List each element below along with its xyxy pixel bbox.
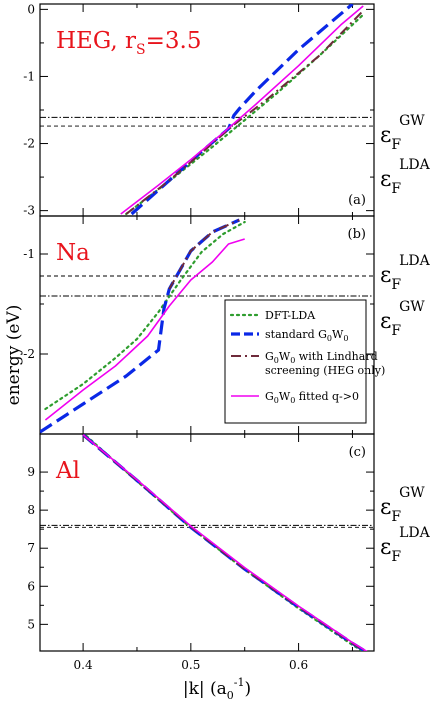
- series-line-lindhard: [82, 434, 367, 651]
- y-tick-label: -3: [23, 204, 35, 218]
- legend: DFT-LDA standard G0W0 G0W0 with Lindhardsc…: [224, 299, 385, 424]
- legend-label-dft_lda: DFT-LDA: [265, 309, 316, 322]
- series-group: [40, 218, 246, 434]
- series-line-fitted: [120, 5, 364, 215]
- fermi-label-lda: εFLDA: [380, 253, 431, 293]
- y-tick-label: 5: [27, 617, 35, 631]
- panel-letter: (a): [348, 193, 366, 208]
- series-group: [82, 434, 368, 651]
- panel-title: Na: [56, 240, 90, 266]
- series-line-standard_g0w0: [82, 434, 368, 651]
- legend-label-lindhard-line2: screening (HEG only): [265, 364, 385, 377]
- x-axis: 0.4 0.5 0.6: [74, 658, 309, 672]
- x-tick-label: 0.4: [74, 658, 93, 672]
- fermi-label-gw: εFGW: [380, 299, 425, 339]
- x-axis-label: |k| (a0-1): [183, 676, 251, 702]
- y-axis-label: energy (eV): [4, 305, 24, 406]
- series-line-lindhard: [168, 219, 240, 290]
- series-line-lindhard: [125, 10, 364, 215]
- y-tick-label: 0: [27, 2, 35, 16]
- series-line-dft_lda: [44, 220, 246, 411]
- fermi-label-lda: εFLDA: [380, 525, 431, 565]
- fermi-label-gw: εFGW: [380, 485, 425, 525]
- series-line-fitted: [82, 434, 368, 651]
- y-tick-label: -2: [23, 137, 35, 151]
- y-tick-label: -2: [23, 347, 35, 361]
- fermi-label-gw: εFGW: [380, 113, 425, 153]
- y-tick-label: 6: [27, 579, 35, 593]
- panel-letter: (b): [348, 227, 366, 242]
- y-tick-label: -1: [23, 69, 35, 83]
- panel-letter: (c): [349, 445, 366, 460]
- x-tick-label: 0.6: [289, 658, 308, 672]
- y-tick-label: 8: [27, 503, 35, 517]
- legend-label-lindhard: G0W0 with Lindhard: [265, 350, 378, 365]
- series-line-dft_lda: [85, 434, 365, 651]
- series-group: [120, 4, 365, 216]
- legend-box: [224, 299, 367, 424]
- fermi-label-lda: εFLDA: [380, 157, 431, 197]
- y-tick-label: -1: [23, 247, 35, 261]
- panel-frame: [39, 433, 375, 652]
- y-tick-label: 7: [27, 541, 35, 555]
- y-tick-label: 9: [27, 465, 35, 479]
- panel-title: Al: [55, 458, 80, 484]
- legend-label-fitted: G0W0 fitted q->0: [265, 390, 359, 405]
- x-tick-label: 0.5: [181, 658, 200, 672]
- panel-title: HEG, rS=3.5: [56, 28, 201, 58]
- series-line-fitted: [44, 238, 245, 421]
- legend-label-standard_g0w0: standard G0W0: [265, 328, 348, 343]
